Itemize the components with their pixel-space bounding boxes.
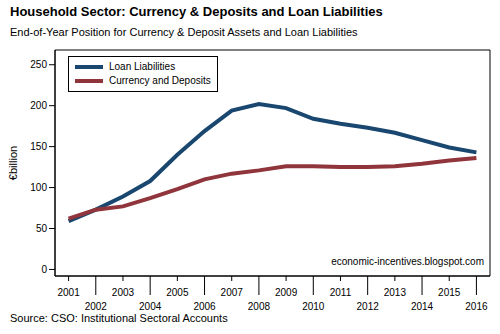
svg-text:250: 250 (30, 59, 47, 70)
html-text:Household Sector: Currency & D: Household Sector: Currency & Deposits an… (10, 4, 383, 19)
svg-text:2014: 2014 (411, 301, 434, 310)
svg-text:100: 100 (30, 182, 47, 193)
svg-text:200: 200 (30, 100, 47, 111)
html-text:Source: CSO: Institutional Sec: Source: CSO: Institutional Sectoral Acco… (10, 312, 228, 324)
svg-text:2005: 2005 (166, 287, 189, 298)
svg-text:2010: 2010 (302, 301, 325, 310)
svg-text:2015: 2015 (438, 287, 461, 298)
svg-text:2007: 2007 (221, 287, 244, 298)
svg-text:2011: 2011 (330, 287, 352, 298)
svg-text:2012: 2012 (357, 301, 380, 310)
svg-text:€billion: €billion (8, 146, 19, 180)
svg-text:2006: 2006 (193, 301, 216, 310)
svg-text:2001: 2001 (57, 287, 80, 298)
svg-text:2002: 2002 (85, 301, 108, 310)
svg-text:2004: 2004 (139, 301, 162, 310)
svg-text:2009: 2009 (275, 287, 298, 298)
svg-text:50: 50 (36, 223, 48, 234)
html-text:Currency and Deposits: Currency and Deposits (109, 75, 211, 86)
html-text:economic-incentives.blogspot.c: economic-incentives.blogspot.com (331, 256, 484, 267)
svg-text:2013: 2013 (384, 287, 407, 298)
html-text:End-of-Year Position for Curre: End-of-Year Position for Currency & Depo… (10, 26, 358, 38)
svg-text:2008: 2008 (248, 301, 271, 310)
svg-text:2016: 2016 (465, 301, 488, 310)
html-text:Loan Liabilities: Loan Liabilities (109, 61, 176, 72)
svg-text:0: 0 (41, 264, 47, 275)
svg-text:150: 150 (30, 141, 47, 152)
svg-text:2003: 2003 (112, 287, 135, 298)
